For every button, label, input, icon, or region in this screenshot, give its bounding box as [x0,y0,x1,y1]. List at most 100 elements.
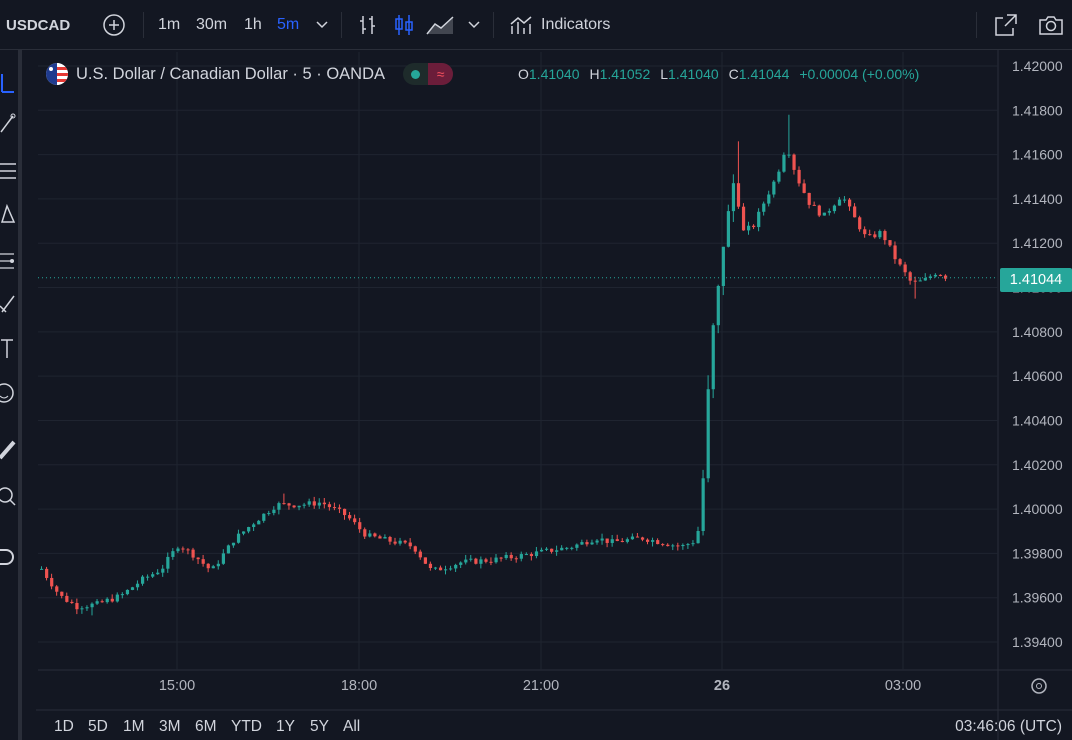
candle-body [55,586,59,592]
area-style-icon[interactable] [424,0,456,50]
ruler-icon[interactable] [0,434,20,464]
utc-clock[interactable]: 03:46:06 (UTC) [955,718,1062,735]
camera-icon[interactable] [1036,0,1066,50]
price-tick-label: 1.40600 [1012,368,1063,384]
candle-body [570,547,574,549]
range-1d[interactable]: 1D [54,718,74,735]
bottom-toolbar: 1D 5D 1M 3M 6M YTD 1Y 5Y All 03:46:06 (U… [36,712,1072,740]
trend-line-icon[interactable] [0,108,20,138]
low-label: L [660,66,669,82]
candle-body [863,229,867,235]
prediction-icon[interactable] [0,246,20,276]
candle-body [646,539,650,542]
zoom-in-icon[interactable] [0,482,20,512]
market-open-dot-icon [411,69,421,79]
candle-body [489,561,493,563]
candle-body [560,547,564,551]
candle-body [70,601,74,604]
candle-body [878,231,882,238]
candle-body [317,502,321,506]
divider [976,12,977,38]
candle-body [686,544,690,546]
interval-30m[interactable]: 30m [196,16,228,33]
indicators-icon[interactable] [508,0,534,50]
candle-body [186,549,190,551]
candle-body [782,154,786,172]
candle-body [696,531,700,544]
candle-body [777,171,781,182]
candle-body [837,199,842,206]
candle-body [827,211,831,213]
interval-1m[interactable]: 1m [158,16,181,33]
candle-body [373,533,377,537]
candle-body [110,598,114,602]
chart-settings-icon[interactable] [1031,678,1047,694]
range-3m[interactable]: 3M [159,718,181,735]
range-5d[interactable]: 5D [88,718,108,735]
symbol-search-button[interactable]: USDCAD [6,16,71,34]
range-1m[interactable]: 1M [123,718,145,735]
brush-icon[interactable] [0,288,20,318]
ohlc-values: O1.41040 H1.41052 L1.41040 C1.41044 +0.0… [518,66,919,82]
candle-body [767,194,771,204]
range-6m[interactable]: 6M [195,718,217,735]
candle-body [509,554,513,559]
candle-body [822,212,826,216]
patterns-icon[interactable] [0,200,20,230]
candle-body [45,568,49,578]
wave-icon: ≈ [428,63,454,85]
candle-body [327,504,332,508]
range-5y[interactable]: 5Y [310,718,329,735]
bars-style-icon[interactable] [356,0,380,50]
price-tick-label: 1.39800 [1012,545,1063,561]
candle-body [832,205,837,212]
candle-body [181,548,185,550]
candle-body [701,478,705,532]
compare-add-icon[interactable] [100,0,128,50]
interval-5m[interactable]: 5m [277,16,300,33]
candle-body [196,557,200,560]
candle-body [120,594,124,596]
candle-body [272,509,276,514]
price-tick-label: 1.40800 [1012,324,1063,340]
range-all[interactable]: All [343,718,361,735]
candle-body [130,587,135,590]
candle-body [353,518,357,523]
price-tick-label: 1.40000 [1012,501,1063,517]
candle-body [908,272,912,281]
candle-body [848,199,852,207]
range-1y[interactable]: 1Y [276,718,295,735]
divider [143,12,144,38]
candle-body [438,567,443,571]
interval-1h[interactable]: 1h [244,16,262,33]
range-ytd[interactable]: YTD [231,718,262,735]
crosshair-icon[interactable] [0,68,20,98]
candle-body [499,557,503,559]
candle-body [787,154,791,156]
chart-legend: U.S. Dollar / Canadian Dollar · 5 · OAND… [46,60,454,88]
candle-body [918,280,922,282]
candle-body [524,554,528,556]
plot-area [38,52,998,670]
candle-body [747,225,751,231]
fib-retracement-icon[interactable] [0,156,20,186]
candles-style-icon[interactable] [392,0,416,50]
fullscreen-icon[interactable] [992,0,1020,50]
text-tool-icon[interactable] [0,334,20,364]
chevron-down-icon[interactable] [314,0,330,50]
candle-body [267,513,271,515]
candle-body [676,545,680,547]
chevron-down-icon[interactable] [466,0,482,50]
symbol-title[interactable]: U.S. Dollar / Canadian Dollar · 5 · OAND… [76,64,386,83]
candle-body [762,203,766,212]
indicators-button[interactable]: Indicators [541,16,611,33]
emoji-icon[interactable] [0,378,20,408]
market-status-badge[interactable]: ≈ [403,63,454,85]
candle-body [348,515,352,519]
candle-body [757,211,761,228]
candle-body [539,549,544,552]
divider [493,12,494,38]
magnet-icon[interactable] [0,542,20,572]
candle-body [706,389,710,479]
